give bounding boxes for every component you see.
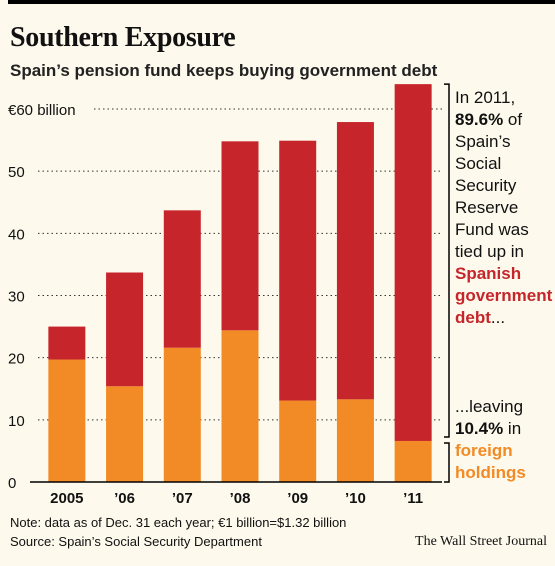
ann-bottom-pct: 10.4% <box>455 419 504 438</box>
x-tick-label: ’11 <box>403 490 423 507</box>
ann-top-ellipsis: ... <box>490 308 506 327</box>
y-tick-label: 40 <box>8 226 25 243</box>
bars <box>48 84 432 482</box>
bracket-foreign <box>444 442 450 483</box>
ann-bottom-orange-line: holdings <box>455 463 526 482</box>
bar-segment <box>106 386 144 482</box>
ann-bottom-in: in <box>503 419 522 438</box>
bar-segment <box>336 399 374 482</box>
x-tick-label: 2005 <box>50 490 83 507</box>
ann-top-line: Social <box>455 154 502 173</box>
ann-top-red-line: debt <box>455 308 491 327</box>
chart-subtitle: Spain’s pension fund keeps buying govern… <box>10 61 438 80</box>
bar-segment <box>163 210 201 348</box>
bar-segment <box>48 326 86 360</box>
credit-line: The Wall Street Journal <box>415 534 547 549</box>
y-tick-label: €60 billion <box>8 102 76 119</box>
ann-top-line1: In 2011, <box>455 88 516 107</box>
bar-segment <box>394 440 432 482</box>
x-tick-label: ’09 <box>287 490 308 507</box>
ann-top-red-line: Spanish <box>455 264 522 283</box>
ann-bottom-line1: ...leaving <box>455 397 524 416</box>
source-line: Source: Spain’s Social Security Departme… <box>10 534 262 549</box>
y-tick-label: 0 <box>8 475 16 492</box>
bar-segment <box>106 272 144 387</box>
bar-segment <box>163 347 201 482</box>
ann-top-line: Spain’s <box>455 132 511 151</box>
ann-top-line: Security <box>455 176 517 195</box>
y-tick-label: 30 <box>8 289 25 306</box>
annotation-government: In 2011, 89.6% of Spain’s Social Securit… <box>455 87 555 329</box>
bar-segment <box>279 400 317 482</box>
ann-bottom-orange-line: foreign <box>455 441 513 460</box>
ann-top-red-line: government <box>455 286 553 305</box>
top-rule <box>8 0 555 4</box>
bar-segment <box>336 122 374 400</box>
ann-top-line: Fund was <box>455 220 529 239</box>
bar-segment <box>394 84 432 441</box>
chart-title: Southern Exposure <box>10 22 236 53</box>
annotation-brackets <box>444 83 450 483</box>
ann-top-of: of <box>503 110 523 129</box>
x-tick-label: ’10 <box>345 490 366 507</box>
x-tick-label: ’07 <box>172 490 193 507</box>
y-tick-label: 50 <box>8 164 25 181</box>
bar-segment <box>279 140 317 401</box>
ann-top-line: tied up in <box>455 242 524 261</box>
annotation-foreign: ...leaving 10.4% in foreign holdings <box>455 396 555 484</box>
ann-top-line: Reserve <box>455 198 519 217</box>
y-tick-label: 10 <box>8 413 25 430</box>
ann-top-pct: 89.6% <box>455 110 504 129</box>
x-tick-label: ’08 <box>230 490 251 507</box>
bracket-government <box>444 83 450 438</box>
y-tick-label: 20 <box>8 351 25 368</box>
footnote: Note: data as of Dec. 31 each year; €1 b… <box>10 515 347 530</box>
x-tick-label: ’06 <box>114 490 135 507</box>
bar-segment <box>48 359 86 482</box>
axis: 0 10 20 30 40 50 €60 billion 2005 ’06 ’07 ’08 ’09 ’1… <box>8 102 442 507</box>
bar-segment <box>221 330 259 482</box>
bar-segment <box>221 141 259 331</box>
